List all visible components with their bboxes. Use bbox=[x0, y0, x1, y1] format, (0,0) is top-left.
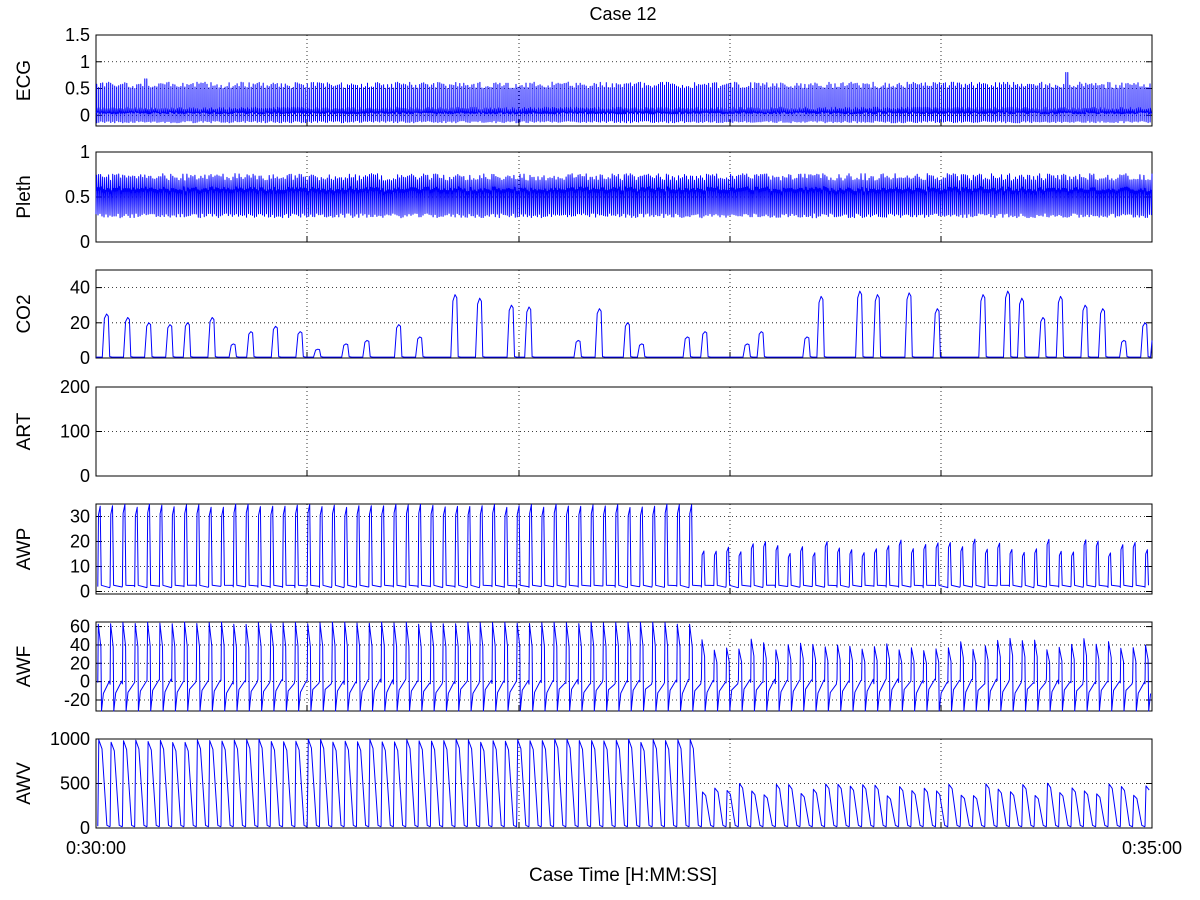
panel-art: 0 100 200 ART bbox=[14, 377, 1153, 486]
panel-co2: 0 20 40 CO2 bbox=[14, 269, 1153, 368]
y-tick-label: 20 bbox=[70, 532, 90, 552]
series-line-awp bbox=[97, 503, 1149, 589]
y-axis-label: Pleth bbox=[14, 175, 35, 218]
panel-awv: 0 500 1000 AWV bbox=[14, 729, 1153, 838]
y-axis-label: AWV bbox=[14, 762, 35, 805]
y-tick-label: 0 bbox=[80, 466, 90, 486]
chart-title: Case 12 bbox=[589, 4, 656, 24]
panel-ecg: 0 0.5 1 1.5 ECG bbox=[14, 25, 1153, 127]
y-tick-label: 20 bbox=[70, 313, 90, 333]
y-tick-label: 0.5 bbox=[65, 79, 90, 99]
y-axis-label: AWP bbox=[14, 528, 35, 571]
y-tick-label: 0 bbox=[80, 105, 90, 125]
y-axis-label: CO2 bbox=[14, 294, 35, 333]
y-tick-label: 1000 bbox=[50, 729, 90, 749]
series-line-awf bbox=[97, 621, 1152, 712]
y-tick-label: 60 bbox=[70, 617, 90, 637]
panel-frame bbox=[95, 503, 1153, 595]
x-tick-end: 0:35:00 bbox=[1122, 838, 1182, 858]
x-tick-start: 0:30:00 bbox=[66, 838, 126, 858]
panel-awp: 0 10 20 30 AWP bbox=[14, 503, 1153, 602]
y-tick-label: 40 bbox=[70, 278, 90, 298]
series-line-pleth bbox=[95, 173, 1153, 219]
y-tick-label: -20 bbox=[64, 690, 90, 710]
panels: 00.511.5ECG00.51Pleth02040CO20100200ART0… bbox=[14, 25, 1153, 838]
y-tick-label: 0 bbox=[80, 232, 90, 252]
series-line-co2 bbox=[96, 290, 1153, 358]
series-line-awv bbox=[97, 738, 1150, 828]
y-tick-label: 20 bbox=[70, 653, 90, 673]
panel-frame bbox=[95, 621, 1153, 712]
y-tick-label: 10 bbox=[70, 557, 90, 577]
x-axis-label: Case Time [H:MM:SS] bbox=[529, 865, 717, 886]
y-tick-label: 1 bbox=[80, 142, 90, 162]
y-tick-label: 0 bbox=[80, 672, 90, 692]
y-tick-label: 40 bbox=[70, 635, 90, 655]
y-tick-label: 1 bbox=[80, 52, 90, 72]
y-axis-label: AWF bbox=[14, 646, 35, 688]
series-line-ecg bbox=[95, 72, 1152, 124]
y-tick-label: 0 bbox=[80, 348, 90, 368]
y-axis-label: ART bbox=[14, 412, 35, 450]
y-tick-label: 0.5 bbox=[65, 187, 90, 207]
y-tick-label: 0 bbox=[80, 818, 90, 838]
y-tick-label: 0 bbox=[80, 582, 90, 602]
y-tick-label: 200 bbox=[60, 377, 90, 397]
panel-pleth: 0 0.5 1 Pleth bbox=[14, 142, 1153, 252]
y-tick-label: 500 bbox=[60, 774, 90, 794]
y-tick-label: 100 bbox=[60, 422, 90, 442]
y-tick-label: 30 bbox=[70, 507, 90, 527]
y-axis-label: ECG bbox=[14, 60, 35, 101]
y-tick-label: 1.5 bbox=[65, 25, 90, 45]
